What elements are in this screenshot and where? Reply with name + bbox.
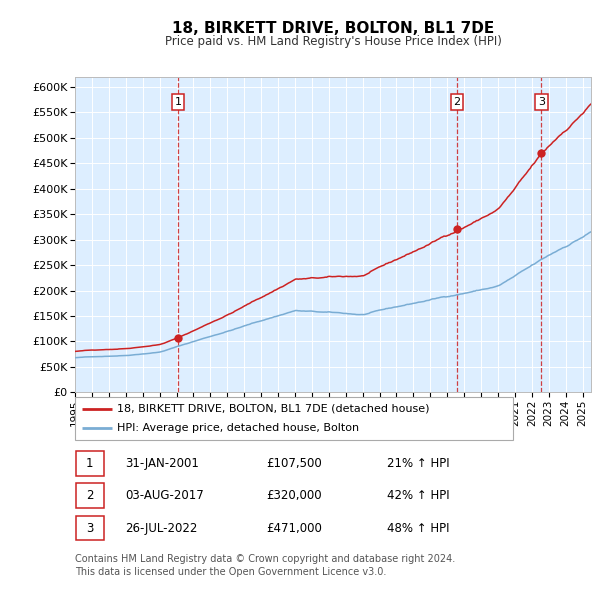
Text: £107,500: £107,500 [266, 457, 322, 470]
Text: 18, BIRKETT DRIVE, BOLTON, BL1 7DE (detached house): 18, BIRKETT DRIVE, BOLTON, BL1 7DE (deta… [116, 404, 429, 414]
Text: Price paid vs. HM Land Registry's House Price Index (HPI): Price paid vs. HM Land Registry's House … [164, 35, 502, 48]
Text: 2: 2 [454, 97, 461, 107]
Text: HPI: Average price, detached house, Bolton: HPI: Average price, detached house, Bolt… [116, 423, 359, 433]
Text: 31-JAN-2001: 31-JAN-2001 [125, 457, 199, 470]
FancyBboxPatch shape [76, 516, 104, 540]
Text: 21% ↑ HPI: 21% ↑ HPI [388, 457, 450, 470]
Text: 3: 3 [86, 522, 94, 535]
Text: 48% ↑ HPI: 48% ↑ HPI [388, 522, 450, 535]
Text: 26-JUL-2022: 26-JUL-2022 [125, 522, 198, 535]
FancyBboxPatch shape [75, 397, 513, 440]
Text: 03-AUG-2017: 03-AUG-2017 [125, 489, 204, 502]
Text: 1: 1 [175, 97, 181, 107]
Text: £320,000: £320,000 [266, 489, 322, 502]
Text: 42% ↑ HPI: 42% ↑ HPI [388, 489, 450, 502]
Text: 3: 3 [538, 97, 545, 107]
Text: 1: 1 [86, 457, 94, 470]
Text: £471,000: £471,000 [266, 522, 322, 535]
FancyBboxPatch shape [76, 483, 104, 508]
Text: Contains HM Land Registry data © Crown copyright and database right 2024.
This d: Contains HM Land Registry data © Crown c… [75, 554, 455, 577]
FancyBboxPatch shape [76, 451, 104, 476]
Text: 18, BIRKETT DRIVE, BOLTON, BL1 7DE: 18, BIRKETT DRIVE, BOLTON, BL1 7DE [172, 21, 494, 35]
Text: 2: 2 [86, 489, 94, 502]
